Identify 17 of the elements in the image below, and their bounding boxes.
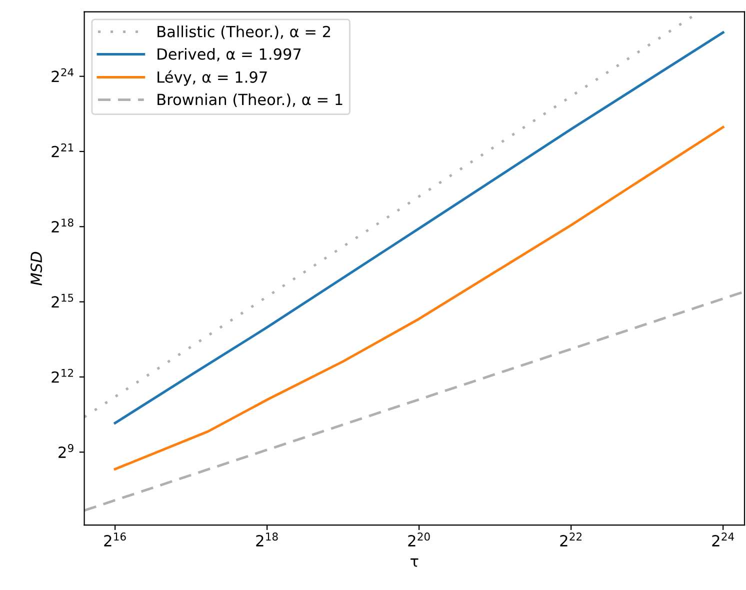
legend-label: Derived, α = 1.997	[158, 48, 301, 62]
y-tick-label: 2$^{18}$	[52, 218, 74, 232]
legend-label: Brownian (Theor.), α = 1	[158, 93, 342, 108]
y-tick-label: 2$^{15}$	[52, 294, 74, 308]
y-axis-title: MSD	[30, 252, 42, 286]
x-tick-label: 2$^{20}$	[408, 532, 430, 546]
x-tick-label: 2$^{18}$	[256, 532, 278, 546]
y-tick-label: 2$^{24}$	[52, 68, 74, 82]
y-tick-label: 2$^{12}$	[52, 368, 73, 383]
x-tick-label: 2$^{22}$	[560, 532, 582, 546]
x-tick-label: 2$^{16}$	[104, 532, 126, 546]
x-tick-label: 2$^{24}$	[712, 532, 734, 546]
legend-label: Ballistic (Theor.), α = 2	[158, 26, 330, 40]
x-axis-title: τ	[410, 558, 418, 567]
y-tick-label: 2$^{21}$	[52, 143, 74, 158]
legend-label: Lévy, α = 1.97	[158, 70, 267, 86]
y-tick-label: 2$^{9}$	[58, 444, 74, 458]
